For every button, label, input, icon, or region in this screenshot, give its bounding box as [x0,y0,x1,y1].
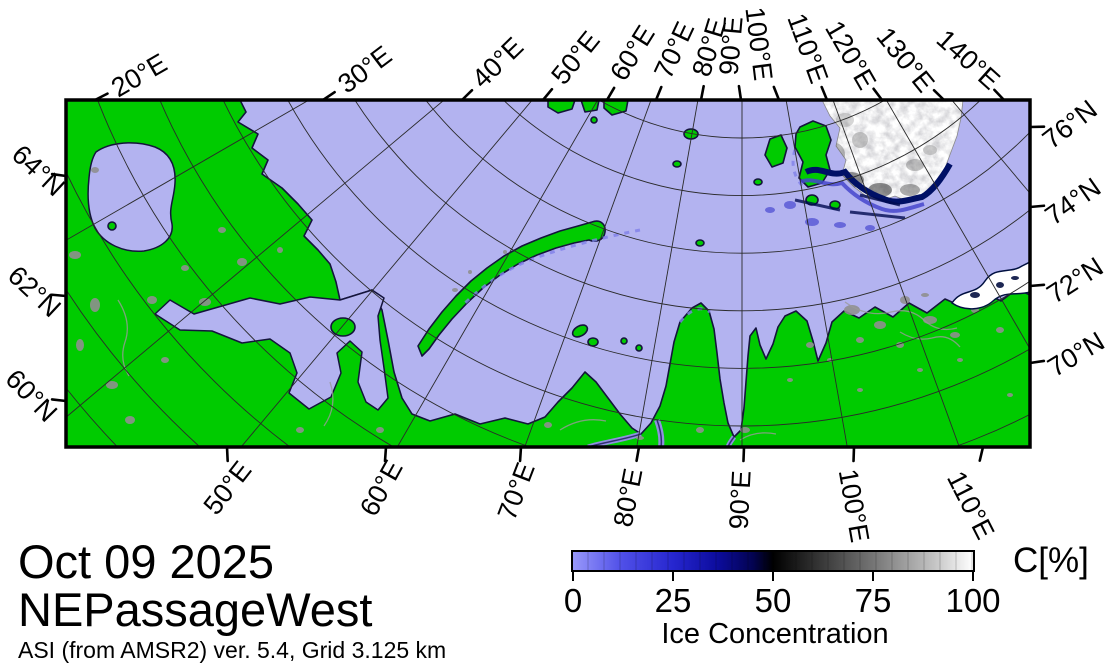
colorbar-tick-label: 0 [563,582,583,619]
colorbar-tick-label: 100 [945,582,1001,619]
graticule-label: 30°E [332,40,397,99]
graticule-label: 50°E [545,26,605,91]
colorbar: 0 25 50 75 100 [564,550,1001,619]
graticule-label: 64°N [6,139,71,202]
colorbar-steps-overlay [573,552,973,570]
graticule-label: 60°E [354,455,409,521]
graticule-label: 70°N [1042,326,1109,383]
graticule-label: 72°N [1042,251,1109,309]
map-frame [64,98,1032,449]
graticule-label: 76°N [1037,94,1103,155]
colorbar-caption: Ice Concentration [661,618,889,650]
colorbar-tick [872,572,874,581]
land-layer [66,100,1030,447]
graticule-label: 60°E [604,20,661,86]
colorbar-gradient [571,550,975,572]
colorbar-tick-label: 75 [854,582,892,619]
graticule-label: 110°E [781,9,834,87]
graticule-label: 62°N [2,260,67,323]
colorbar-tick-label: 50 [754,582,792,619]
colorbar-tick [972,572,974,581]
graticule-label: 20°E [106,48,172,103]
map-region-name: NEPassageWest [18,583,373,636]
graticule-label: 60°N [0,364,63,428]
graticule-label: 120°E [819,16,882,95]
graticule-label: 80°E [608,466,649,529]
colorbar-unit-label: C[%] [1013,541,1089,580]
map-date: Oct 09 2025 [18,535,275,588]
graticule-label: 140°E [931,24,1006,96]
graticule-label: 110°E [941,466,1000,544]
graticule-label: 74°N [1040,172,1107,231]
sea-ice-layer [460,100,1030,323]
graticule-label: 50°E [198,455,258,520]
map-source-line: ASI (from AMSR2) ver. 5.4, Grid 3.125 km [18,637,447,663]
colorbar-tick [572,572,574,581]
colorbar-tick-label: 25 [654,582,692,619]
graticule-label: 90°E [724,470,757,530]
title-block: Oct 09 2025 NEPassageWest ASI (from AMSR… [18,535,447,664]
graticule-label: 100°E [739,5,778,82]
graticule-label: 70°E [492,458,541,524]
axis-ticks [50,84,1046,463]
colorbar-tick [772,572,774,581]
colorbar-tick [672,572,674,581]
graticule-label: 130°E [871,22,941,98]
graticule-label: 40°E [466,31,529,93]
graticule-label: 90°E [714,15,749,76]
graticule-label: 100°E [833,467,875,545]
